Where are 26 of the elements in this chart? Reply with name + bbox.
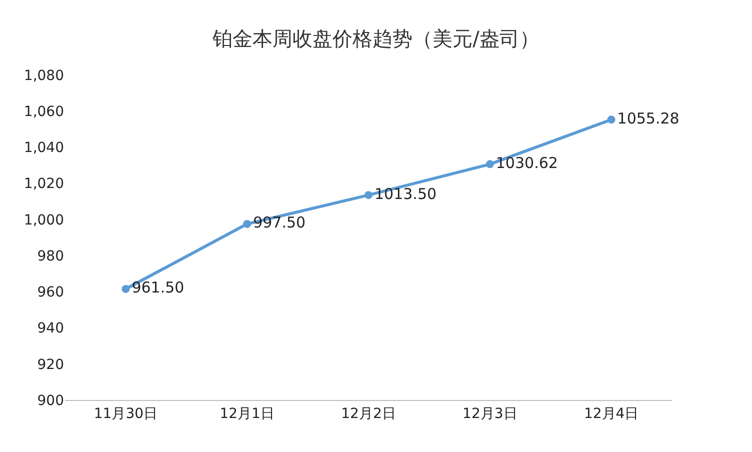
x-tick-label: 12月1日 bbox=[220, 406, 274, 422]
point bbox=[607, 116, 616, 124]
chart-title: 铂金本周收盘价格趋势（美元/盎司） bbox=[212, 26, 540, 51]
data-label: 1013.50 bbox=[374, 184, 437, 203]
data-label: 1055.28 bbox=[617, 109, 680, 128]
point bbox=[486, 160, 494, 168]
y-tick-label: 1,060 bbox=[24, 104, 64, 120]
y-tick-label: 900 bbox=[37, 392, 64, 409]
x-tick-label: 12月2日 bbox=[341, 406, 396, 422]
y-tick-label: 980 bbox=[37, 248, 64, 264]
y-tick-label: 1,080 bbox=[24, 68, 64, 84]
y-tick-label: 1,040 bbox=[24, 140, 64, 156]
data-label: 1030.62 bbox=[496, 154, 558, 172]
point bbox=[122, 284, 130, 293]
data-label: 997.50 bbox=[253, 214, 306, 232]
x-tick-label: 12月4日 bbox=[584, 406, 639, 422]
y-tick-label: 960 bbox=[37, 284, 64, 301]
data-label: 961.50 bbox=[132, 278, 184, 297]
point bbox=[364, 191, 372, 200]
point bbox=[243, 220, 252, 228]
y-tick-label: 1,020 bbox=[24, 176, 64, 192]
y-tick-label: 1,000 bbox=[24, 212, 64, 228]
y-tick-label: 920 bbox=[37, 356, 64, 373]
y-tick-label: 940 bbox=[37, 320, 64, 337]
x-tick-label: 12月3日 bbox=[462, 406, 518, 422]
x-tick-label: 11月30日 bbox=[94, 406, 158, 422]
